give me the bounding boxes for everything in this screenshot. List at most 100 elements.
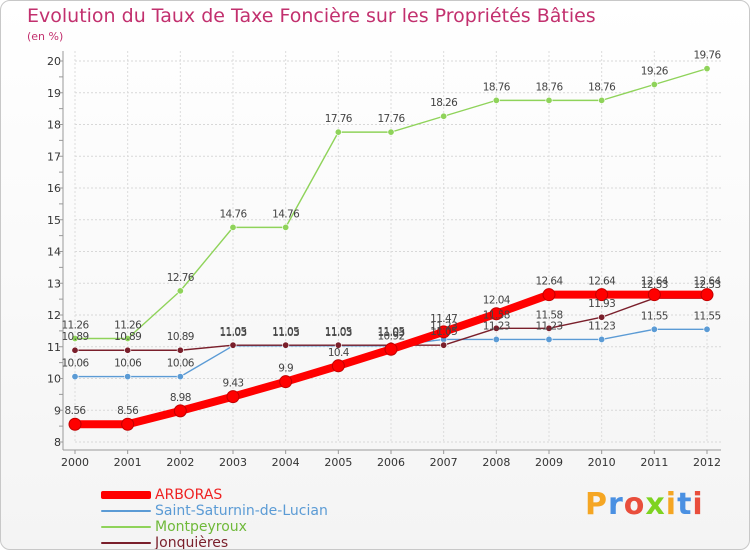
data-label: 10.06: [167, 358, 195, 370]
data-point: [384, 342, 398, 356]
data-label: 11.03: [325, 327, 352, 339]
proxiti-logo: Proxiti: [585, 487, 704, 522]
line-chart-plot: 8 9 10 11 12 13 14 15 16 17 18 19 20 2000 2001 2002 2003…: [47, 50, 722, 469]
legend-label: ARBORAS: [155, 487, 223, 503]
data-point: [334, 128, 342, 136]
data-point: [71, 373, 79, 381]
chart-title: Evolution du Taux de Taxe Foncière sur l…: [27, 5, 596, 27]
data-label: 11.05: [430, 326, 457, 338]
y-tick-label: 9: [54, 404, 61, 417]
data-label: 9.9: [278, 363, 293, 375]
unit-label: (en %): [27, 30, 64, 43]
legend-entry: Jonquières: [101, 535, 328, 550]
x-tick-label: 2008: [482, 456, 510, 469]
data-label: 11.23: [483, 320, 510, 332]
y-tick-label: 15: [47, 214, 61, 227]
data-label: 18.76: [588, 81, 616, 93]
logo-letter: i: [665, 487, 678, 522]
data-point: [387, 128, 395, 136]
legend-swatch: [101, 491, 151, 499]
y-tick-label: 18: [47, 119, 61, 132]
x-tick-label: 2005: [324, 456, 352, 469]
x-tick-label: 2003: [219, 456, 247, 469]
legend-label: Jonquières: [155, 535, 229, 550]
data-label: 11.23: [430, 320, 457, 332]
data-label: 11.23: [588, 320, 615, 332]
data-label: 10.89: [167, 331, 194, 343]
data-point: [492, 96, 500, 104]
data-point: [229, 341, 237, 349]
x-tick-label: 2011: [640, 456, 668, 469]
data-label: 11.05: [377, 326, 404, 338]
data-label: 11.58: [535, 309, 562, 321]
x-tick-label: 2009: [535, 456, 563, 469]
y-tick-label: 19: [47, 87, 61, 100]
x-tick-label: 2002: [166, 456, 194, 469]
legend-label: Montpeyroux: [155, 519, 247, 535]
data-label: 10.4: [328, 347, 350, 359]
x-tick-label: 2007: [430, 456, 458, 469]
legend-label: Saint-Saturnin-de-Lucian: [155, 503, 328, 519]
data-label: 18.76: [535, 81, 563, 93]
legend-entry: Saint-Saturnin-de-Lucian: [101, 503, 328, 519]
y-tick-label: 12: [47, 309, 61, 322]
data-point: [545, 96, 553, 104]
data-label: 12.04: [483, 295, 511, 307]
data-point: [173, 404, 187, 418]
data-label: 12.76: [167, 272, 195, 284]
data-label: 19.26: [641, 65, 669, 77]
x-tick-label: 2000: [61, 456, 89, 469]
data-point: [650, 80, 658, 88]
data-point: [71, 346, 79, 354]
data-point: [700, 288, 714, 302]
data-label: 11.26: [114, 319, 142, 331]
data-label: 12.53: [641, 279, 668, 291]
logo-letter: o: [623, 487, 646, 522]
x-tick-label: 2004: [272, 456, 300, 469]
legend-entry: ARBORAS: [101, 487, 328, 503]
x-tick-label: 2010: [588, 456, 616, 469]
data-point: [545, 335, 553, 343]
data-label: 10.06: [114, 358, 142, 370]
legend-swatch: [101, 526, 151, 528]
x-tick-label: 2001: [114, 456, 142, 469]
data-point: [545, 324, 553, 332]
data-point: [440, 112, 448, 120]
data-label: 12.64: [535, 276, 563, 288]
data-label: 10.89: [61, 331, 88, 343]
legend-swatch: [101, 542, 151, 544]
data-label: 17.76: [325, 113, 353, 125]
data-label: 10.89: [114, 331, 141, 343]
legend-swatch: [101, 510, 151, 512]
data-label: 9.43: [223, 378, 244, 390]
data-label: 18.26: [430, 97, 458, 109]
data-point: [598, 335, 606, 343]
y-tick-label: 20: [47, 55, 61, 68]
logo-letter: r: [608, 487, 624, 522]
data-label: 10.92: [377, 330, 404, 342]
data-point: [650, 325, 658, 333]
data-label: 11.05: [272, 326, 299, 338]
data-point: [68, 417, 82, 431]
data-label: 11.93: [588, 298, 615, 310]
data-point: [124, 346, 132, 354]
data-label: 11.55: [641, 310, 668, 322]
data-point: [176, 287, 184, 295]
y-tick-label: 17: [47, 150, 61, 163]
data-point: [598, 313, 606, 321]
data-label: 11.03: [272, 327, 299, 339]
data-point: [598, 96, 606, 104]
data-label: 11.03: [377, 327, 404, 339]
data-label: 11.26: [61, 319, 89, 331]
data-point: [124, 334, 132, 342]
data-label: 11.58: [483, 309, 510, 321]
chart-legend: ARBORAS Saint-Saturnin-de-Lucian Montpeyro…: [101, 487, 328, 550]
data-point: [176, 373, 184, 381]
y-tick-label: 10: [47, 373, 61, 386]
y-tick-label: 8: [54, 436, 61, 449]
data-point: [703, 325, 711, 333]
data-label: 11.47: [430, 313, 457, 325]
data-label: 12.64: [641, 276, 669, 288]
data-label: 11.23: [535, 320, 562, 332]
x-tick-label: 2006: [377, 456, 405, 469]
